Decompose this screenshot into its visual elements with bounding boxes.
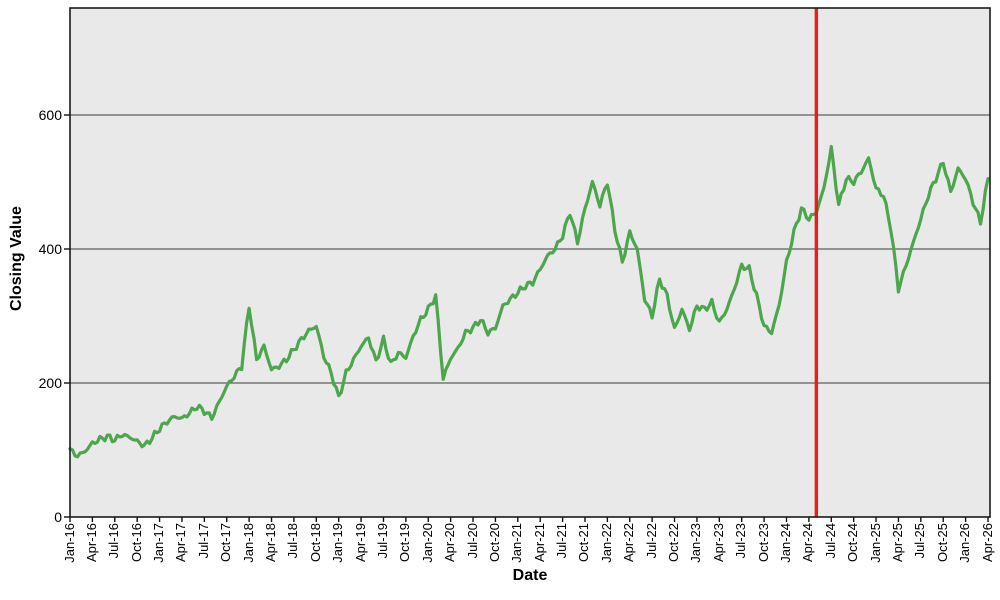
x-tick-label: Apr-22 [621,523,637,563]
y-tick-label: 400 [38,241,62,257]
plot-frame [69,7,991,518]
x-tick-label: Oct-21 [576,523,592,563]
x-tick-label: Apr-16 [83,523,99,563]
x-tick-label: Apr-25 [889,523,905,563]
x-tick-label: Jul-21 [554,523,570,559]
x-tick-label: Jul-22 [643,523,659,559]
x-tick-label: Jan-18 [240,523,256,563]
closing-value-series-line [68,144,990,459]
x-tick-label: Oct-24 [845,523,861,563]
x-tick-label: Jul-16 [106,523,122,559]
x-tick-label: Jul-20 [464,523,480,559]
x-tick-label: Apr-19 [352,523,368,563]
plot-area [70,8,990,517]
x-tick-label: Jan-22 [598,523,614,563]
x-tick-label: Apr-21 [531,523,547,563]
x-tick-label: Jul-17 [195,523,211,559]
x-tick-label: Oct-18 [307,523,323,563]
x-tick-label: Oct-23 [755,523,771,563]
x-tick-label: Jan-21 [509,523,525,563]
x-tick-label: Apr-23 [710,523,726,563]
x-tick-label: Jul-25 [912,523,928,559]
y-tick-label: 600 [38,107,62,123]
x-tick-label: Oct-16 [128,523,144,563]
x-tick-label: Jan-24 [777,523,793,563]
x-tick-label: Oct-25 [934,523,950,563]
y-axis-title: Closing Value [8,206,25,311]
x-tick-label: Apr-18 [263,523,278,563]
y-tick-label: 0 [54,509,62,525]
x-tick-label: Jul-18 [285,523,301,559]
x-tick-label: Oct-22 [666,523,682,563]
x-tick-label: Apr-20 [442,523,458,563]
x-tick-label: Oct-20 [486,523,502,563]
x-tick-label: Jan-25 [867,523,883,563]
y-tick-label: 200 [38,375,62,391]
x-tick-label: Jan-16 [61,523,77,563]
x-tick-label: Jul-23 [733,523,749,559]
x-tick-label: Jan-17 [151,523,167,563]
x-tick-label: Jan-23 [688,523,704,563]
x-tick-label: Jan-19 [330,523,346,563]
x-tick-label: Apr-24 [800,523,816,563]
x-tick-label: Jul-24 [822,523,838,559]
x-tick-label: Oct-19 [397,523,413,563]
x-axis-title: Date [512,567,548,584]
x-tick-label: Apr-26 [979,523,995,563]
x-tick-label: Jan-20 [419,523,435,563]
x-tick-label: Oct-17 [218,523,234,563]
x-tick-label: Apr-17 [173,523,189,563]
x-tick-label: Jul-19 [374,523,390,559]
x-tick-label: Jan-26 [957,523,973,563]
